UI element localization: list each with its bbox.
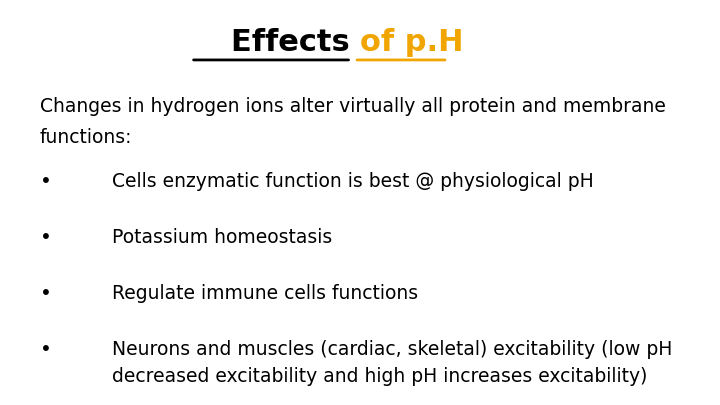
Text: Cells enzymatic function is best @ physiological pH: Cells enzymatic function is best @ physi…: [112, 172, 593, 191]
Text: decreased excitability and high pH increases excitability): decreased excitability and high pH incre…: [112, 367, 647, 386]
Text: of p.H: of p.H: [360, 28, 464, 57]
Text: Neurons and muscles (cardiac, skeletal) excitability (low pH: Neurons and muscles (cardiac, skeletal) …: [112, 340, 672, 359]
Text: •: •: [40, 228, 51, 247]
Text: Potassium homeostasis: Potassium homeostasis: [112, 228, 332, 247]
Text: Effects: Effects: [230, 28, 360, 57]
Text: •: •: [40, 172, 51, 191]
Text: Regulate immune cells functions: Regulate immune cells functions: [112, 284, 418, 303]
Text: Changes in hydrogen ions alter virtually all protein and membrane: Changes in hydrogen ions alter virtually…: [40, 97, 665, 116]
Text: •: •: [40, 340, 51, 359]
Text: functions:: functions:: [40, 128, 132, 147]
Text: •: •: [40, 284, 51, 303]
